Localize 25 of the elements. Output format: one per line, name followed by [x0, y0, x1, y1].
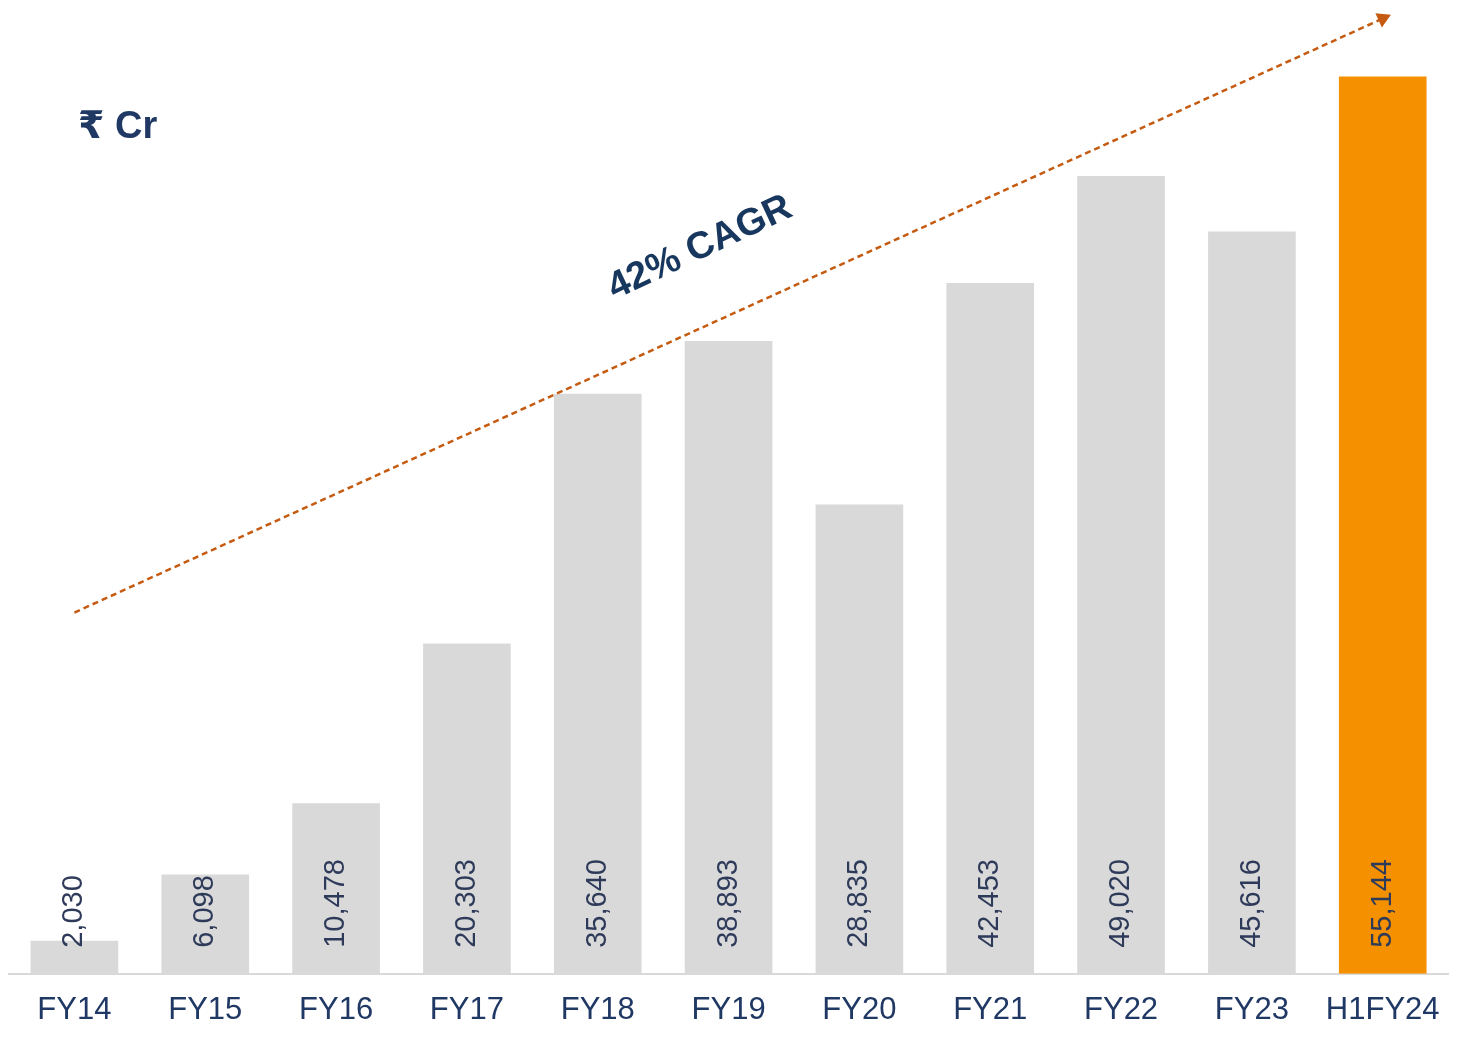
- x-tick-label: FY23: [1214, 990, 1289, 1026]
- x-tick-label: FY21: [953, 990, 1028, 1026]
- data-label: 10,478: [318, 859, 351, 948]
- x-tick-label: FY16: [299, 990, 374, 1026]
- x-tick-label: FY19: [691, 990, 766, 1026]
- x-tick-label: H1FY24: [1325, 990, 1440, 1026]
- data-label: 45,616: [1233, 859, 1266, 948]
- data-label: 2,030: [56, 875, 89, 948]
- data-label: 6,098: [187, 875, 220, 948]
- data-label: 28,835: [841, 859, 874, 948]
- data-label: 20,303: [448, 859, 481, 948]
- data-label: 55,144: [1364, 859, 1397, 948]
- x-tick-label: FY18: [560, 990, 635, 1026]
- annotation: 42% CAGR: [600, 184, 798, 307]
- data-label: 35,640: [579, 859, 612, 948]
- x-tick-label: FY15: [168, 990, 243, 1026]
- annotation: ₹ Cr: [78, 104, 158, 147]
- data-label: 38,893: [710, 859, 743, 948]
- x-tick-label: FY17: [429, 990, 504, 1026]
- x-tick-label: FY22: [1084, 990, 1159, 1026]
- data-label: 42,453: [972, 859, 1005, 948]
- bar: [1338, 76, 1427, 974]
- x-tick-label: FY14: [37, 990, 112, 1026]
- x-tick-label: FY20: [822, 990, 897, 1026]
- data-label: 49,020: [1103, 859, 1136, 948]
